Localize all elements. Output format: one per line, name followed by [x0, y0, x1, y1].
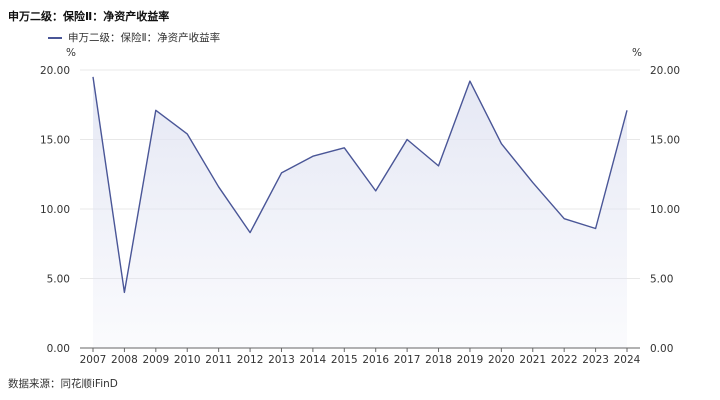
x-tick-label: 2017 [394, 354, 421, 366]
x-tick-label: 2011 [205, 354, 232, 366]
area-fill [93, 76, 627, 349]
x-tick-label: 2019 [457, 354, 484, 366]
x-tick-label: 2013 [268, 354, 295, 366]
x-tick-label: 2009 [142, 354, 169, 366]
y-tick-label-right: 0.00 [650, 343, 673, 355]
legend[interactable]: 申万二级：保险Ⅱ：净资产收益率 [48, 30, 220, 45]
legend-swatch [48, 36, 62, 39]
x-tick-label: 2007 [80, 354, 107, 366]
x-tick-label: 2012 [237, 354, 264, 366]
y-tick-label-right: 5.00 [650, 274, 673, 286]
y-tick-label-left: 0.00 [47, 343, 70, 355]
x-tick-label: 2022 [551, 354, 578, 366]
chart-title: 申万二级：保险Ⅱ：净资产收益率 [8, 10, 170, 23]
x-tick-label: 2008 [111, 354, 138, 366]
y-tick-label-right: 15.00 [650, 135, 680, 147]
x-tick-label: 2010 [174, 354, 201, 366]
x-tick-label: 2015 [331, 354, 358, 366]
legend-label: 申万二级：保险Ⅱ：净资产收益率 [68, 32, 221, 44]
y-tick-label-left: 15.00 [40, 135, 70, 147]
x-tick-label: 2016 [362, 354, 389, 366]
y-tick-label-left: 10.00 [40, 204, 70, 216]
x-tick-label: 2021 [519, 354, 546, 366]
y-axis-unit-left: % [66, 47, 76, 59]
x-tick-label: 2024 [614, 354, 641, 366]
x-tick-label: 2014 [300, 354, 327, 366]
x-tick-label: 2023 [582, 354, 609, 366]
ticks-layer: 0.00 0.00 5.00 5.00 10.00 10.00 15.00 15.00 20.0… [40, 65, 680, 366]
x-tick-label: 2018 [425, 354, 452, 366]
y-tick-label-left: 20.00 [40, 65, 70, 77]
y-tick-label-right: 10.00 [650, 204, 680, 216]
y-axis-unit-right: % [632, 47, 642, 59]
data-source: 数据来源：同花顺iFinD [8, 378, 118, 390]
series-line [92, 76, 628, 294]
x-tick-label: 2020 [488, 354, 515, 366]
y-tick-label-right: 20.00 [650, 65, 680, 77]
y-tick-label-left: 5.00 [47, 274, 70, 286]
